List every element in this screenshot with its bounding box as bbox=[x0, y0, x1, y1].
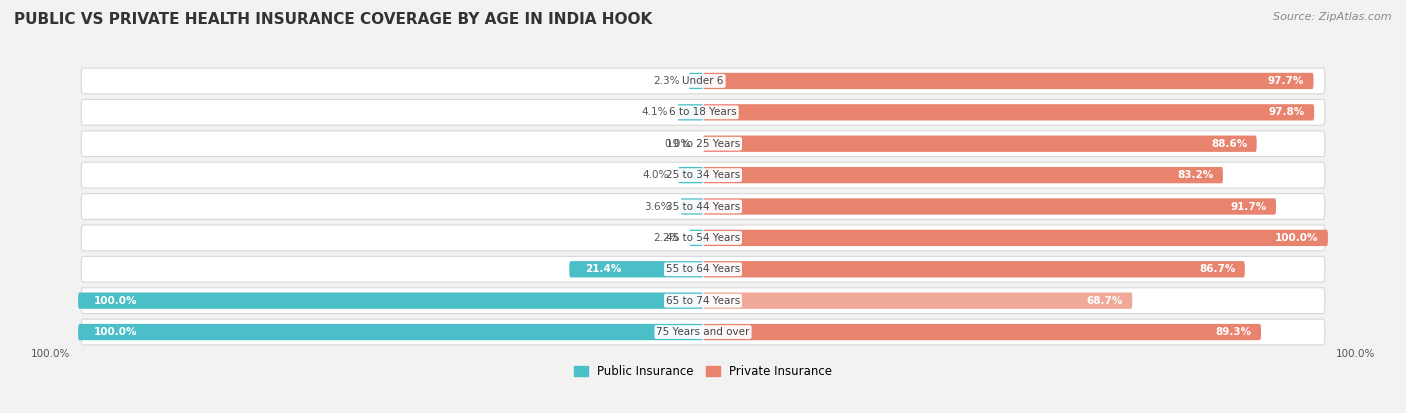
Text: PUBLIC VS PRIVATE HEALTH INSURANCE COVERAGE BY AGE IN INDIA HOOK: PUBLIC VS PRIVATE HEALTH INSURANCE COVER… bbox=[14, 12, 652, 27]
FancyBboxPatch shape bbox=[703, 261, 1244, 278]
FancyBboxPatch shape bbox=[79, 324, 703, 340]
FancyBboxPatch shape bbox=[82, 194, 1324, 219]
FancyBboxPatch shape bbox=[703, 135, 1257, 152]
FancyBboxPatch shape bbox=[703, 104, 1315, 121]
Text: 97.8%: 97.8% bbox=[1268, 107, 1305, 117]
Text: 35 to 44 Years: 35 to 44 Years bbox=[666, 202, 740, 211]
FancyBboxPatch shape bbox=[678, 104, 703, 121]
Text: 19 to 25 Years: 19 to 25 Years bbox=[666, 139, 740, 149]
FancyBboxPatch shape bbox=[82, 225, 1324, 251]
FancyBboxPatch shape bbox=[79, 292, 703, 309]
Text: 100.0%: 100.0% bbox=[1275, 233, 1319, 243]
FancyBboxPatch shape bbox=[82, 288, 1324, 313]
Text: 21.4%: 21.4% bbox=[585, 264, 621, 274]
Text: Source: ZipAtlas.com: Source: ZipAtlas.com bbox=[1274, 12, 1392, 22]
FancyBboxPatch shape bbox=[681, 198, 703, 215]
FancyBboxPatch shape bbox=[703, 167, 1223, 183]
Text: 55 to 64 Years: 55 to 64 Years bbox=[666, 264, 740, 274]
Text: 86.7%: 86.7% bbox=[1199, 264, 1236, 274]
FancyBboxPatch shape bbox=[82, 131, 1324, 157]
FancyBboxPatch shape bbox=[703, 198, 1277, 215]
Text: 25 to 34 Years: 25 to 34 Years bbox=[666, 170, 740, 180]
Text: 88.6%: 88.6% bbox=[1211, 139, 1247, 149]
Text: 2.3%: 2.3% bbox=[652, 76, 679, 86]
Text: 75 Years and over: 75 Years and over bbox=[657, 327, 749, 337]
Text: 68.7%: 68.7% bbox=[1087, 296, 1123, 306]
Text: 2.2%: 2.2% bbox=[654, 233, 681, 243]
Text: 100.0%: 100.0% bbox=[94, 296, 138, 306]
Text: 45 to 54 Years: 45 to 54 Years bbox=[666, 233, 740, 243]
Text: 100.0%: 100.0% bbox=[31, 349, 70, 359]
Text: 6 to 18 Years: 6 to 18 Years bbox=[669, 107, 737, 117]
FancyBboxPatch shape bbox=[678, 167, 703, 183]
FancyBboxPatch shape bbox=[689, 73, 703, 89]
FancyBboxPatch shape bbox=[689, 230, 703, 246]
Text: 89.3%: 89.3% bbox=[1216, 327, 1251, 337]
Text: 100.0%: 100.0% bbox=[1336, 349, 1375, 359]
FancyBboxPatch shape bbox=[569, 261, 703, 278]
Text: 0.0%: 0.0% bbox=[664, 139, 690, 149]
Text: 4.1%: 4.1% bbox=[641, 107, 668, 117]
FancyBboxPatch shape bbox=[703, 292, 1132, 309]
FancyBboxPatch shape bbox=[703, 324, 1261, 340]
Legend: Public Insurance, Private Insurance: Public Insurance, Private Insurance bbox=[569, 360, 837, 383]
FancyBboxPatch shape bbox=[82, 100, 1324, 125]
Text: 100.0%: 100.0% bbox=[94, 327, 138, 337]
FancyBboxPatch shape bbox=[82, 319, 1324, 345]
Text: Under 6: Under 6 bbox=[682, 76, 724, 86]
FancyBboxPatch shape bbox=[703, 73, 1313, 89]
FancyBboxPatch shape bbox=[703, 230, 1327, 246]
Text: 91.7%: 91.7% bbox=[1230, 202, 1267, 211]
Text: 3.6%: 3.6% bbox=[644, 202, 671, 211]
Text: 65 to 74 Years: 65 to 74 Years bbox=[666, 296, 740, 306]
Text: 97.7%: 97.7% bbox=[1268, 76, 1305, 86]
FancyBboxPatch shape bbox=[82, 68, 1324, 94]
Text: 83.2%: 83.2% bbox=[1177, 170, 1213, 180]
Text: 4.0%: 4.0% bbox=[643, 170, 669, 180]
FancyBboxPatch shape bbox=[82, 162, 1324, 188]
FancyBboxPatch shape bbox=[82, 256, 1324, 282]
